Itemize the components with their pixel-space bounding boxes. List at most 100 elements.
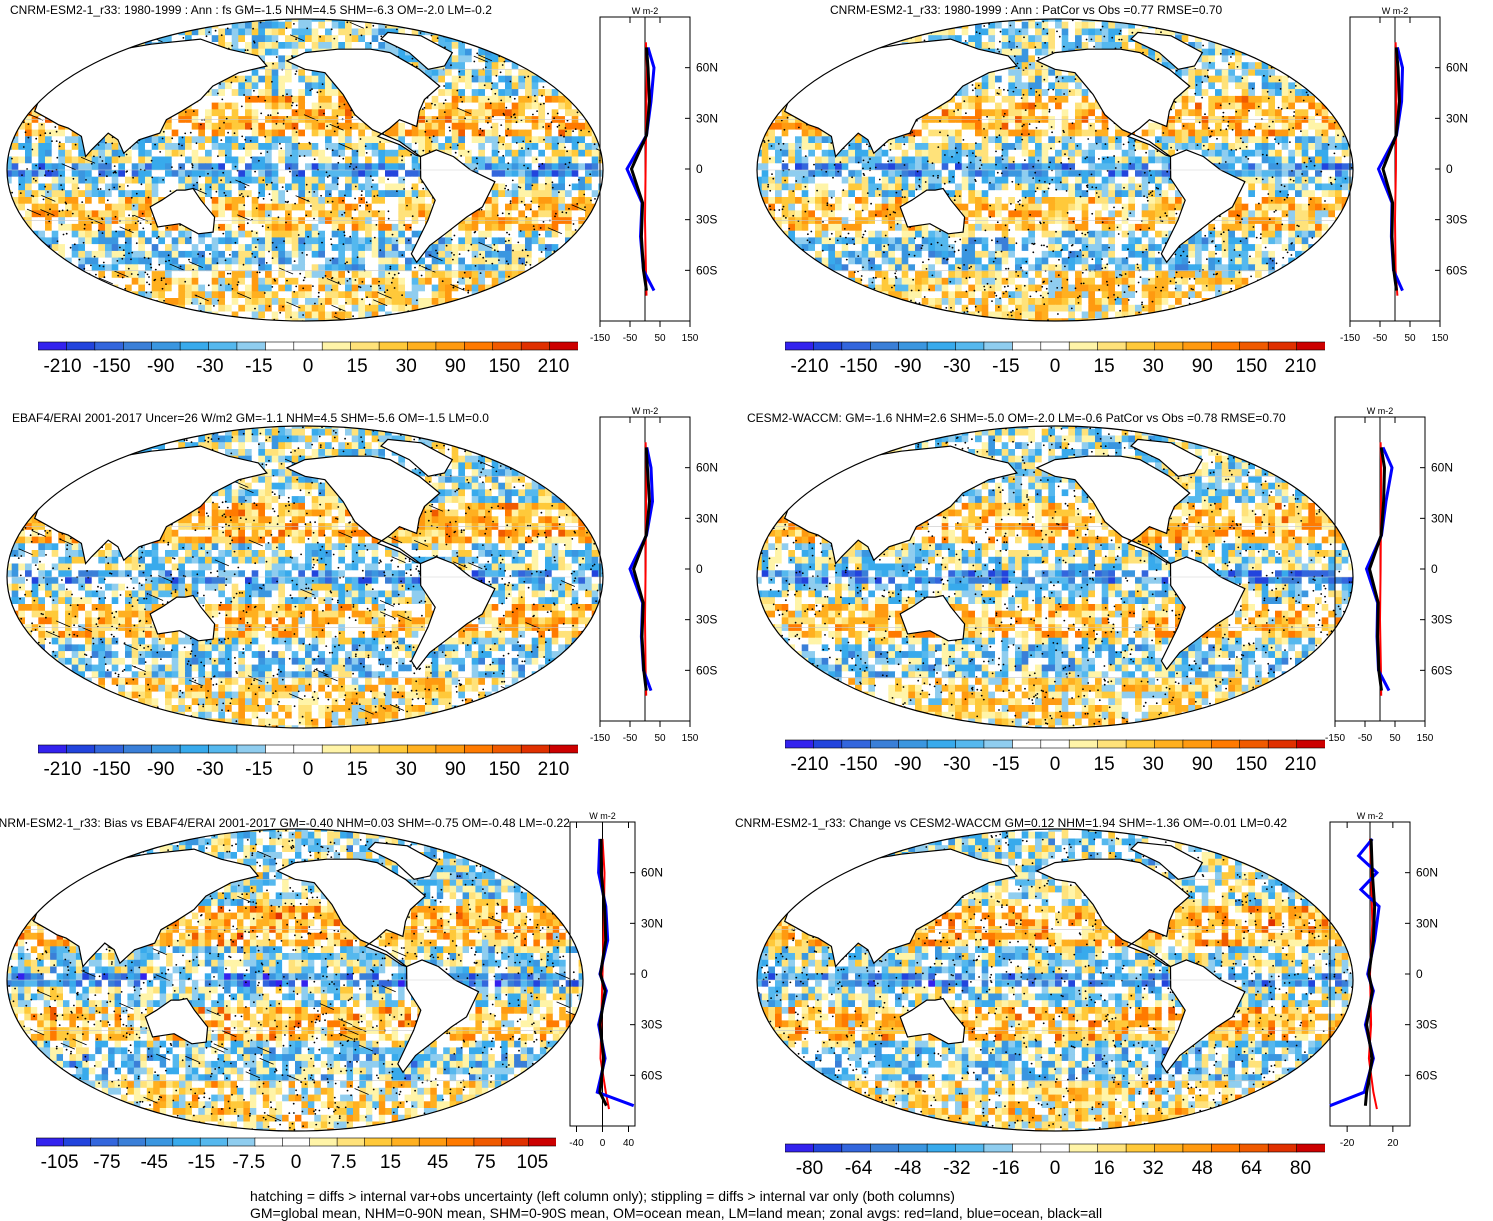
stipple-dot	[476, 316, 479, 319]
field-cell	[551, 28, 559, 36]
field-cell	[518, 277, 526, 286]
field-cell	[111, 264, 119, 272]
field-cell	[525, 284, 533, 292]
field-cell	[298, 271, 306, 279]
field-cell	[105, 298, 113, 306]
field-cell	[211, 223, 219, 232]
field-cell	[518, 304, 526, 313]
field-cell	[178, 149, 186, 158]
field-cell	[71, 237, 79, 245]
field-cell	[198, 156, 206, 164]
stipple-dot	[7, 34, 8, 37]
field-cell	[185, 19, 193, 23]
field-cell	[491, 271, 499, 279]
stipple-dot	[546, 59, 549, 62]
stipple-dot	[319, 90, 322, 93]
field-cell	[51, 304, 59, 313]
field-cell	[118, 35, 126, 43]
field-cell	[298, 318, 306, 321]
field-cell	[291, 21, 299, 29]
field-cell	[385, 244, 393, 252]
stipple-dot	[320, 194, 322, 197]
field-cell	[51, 129, 59, 137]
field-cell	[458, 122, 466, 131]
field-cell	[205, 250, 213, 259]
field-cell	[478, 95, 486, 104]
field-cell	[585, 143, 593, 151]
field-cell	[451, 95, 459, 104]
field-cell	[491, 298, 499, 306]
field-cell	[85, 237, 93, 245]
field-cell	[225, 257, 233, 265]
field-cell	[525, 143, 533, 151]
field-cell	[65, 217, 73, 225]
field-cell	[325, 264, 333, 272]
stipple-dot	[50, 279, 53, 281]
field-cell	[251, 197, 259, 205]
field-cell	[391, 237, 399, 245]
field-cell	[178, 277, 186, 286]
field-cell	[378, 304, 386, 313]
field-cell	[398, 122, 406, 131]
field-cell	[338, 298, 346, 306]
field-cell	[545, 190, 553, 198]
field-cell	[111, 304, 119, 313]
field-cell	[305, 271, 313, 279]
field-cell	[338, 230, 346, 238]
field-cell	[538, 183, 546, 191]
field-cell	[505, 318, 513, 321]
field-cell	[198, 264, 206, 272]
stipple-dot	[536, 110, 538, 112]
field-cell	[145, 143, 153, 151]
field-cell	[71, 35, 79, 43]
stipple-dot	[248, 97, 251, 100]
field-cell	[305, 163, 313, 171]
field-cell	[538, 42, 546, 50]
field-cell	[251, 82, 259, 90]
field-cell	[345, 190, 353, 198]
stipple-dot	[269, 114, 272, 117]
field-cell	[31, 311, 39, 319]
field-cell	[138, 35, 146, 43]
field-cell	[551, 244, 559, 252]
field-cell	[558, 304, 566, 313]
field-cell	[145, 170, 153, 178]
stipple-dot	[405, 304, 408, 307]
field-cell	[345, 304, 353, 313]
field-cell	[491, 244, 499, 252]
field-cell	[538, 163, 546, 171]
field-cell	[578, 129, 586, 137]
field-cell	[551, 271, 559, 279]
field-cell	[165, 298, 173, 306]
field-cell	[185, 122, 193, 131]
field-cell	[578, 176, 586, 184]
stipple-dot	[568, 161, 571, 164]
field-cell	[18, 277, 26, 286]
field-cell	[525, 264, 533, 272]
field-cell	[211, 291, 219, 299]
stipple-dot	[463, 271, 466, 274]
field-cell	[131, 217, 139, 225]
field-cell	[98, 237, 106, 245]
field-cell	[538, 28, 546, 36]
field-cell	[425, 190, 433, 198]
field-cell	[531, 109, 539, 117]
field-cell	[98, 183, 106, 191]
field-cell	[185, 230, 193, 238]
field-cell	[278, 75, 286, 83]
field-cell	[465, 250, 473, 259]
field-cell	[158, 244, 166, 252]
stipple-dot	[527, 75, 530, 78]
stipple-dot	[163, 277, 165, 279]
field-cell	[565, 48, 573, 56]
field-cell	[238, 109, 246, 117]
field-cell	[465, 21, 473, 29]
field-cell	[305, 109, 313, 117]
field-cell	[371, 210, 379, 218]
field-cell	[111, 257, 119, 265]
stipple-dot	[302, 314, 304, 316]
stipple-dot	[470, 243, 473, 246]
field-cell	[285, 223, 293, 232]
field-cell	[345, 163, 353, 171]
field-cell	[331, 89, 339, 97]
